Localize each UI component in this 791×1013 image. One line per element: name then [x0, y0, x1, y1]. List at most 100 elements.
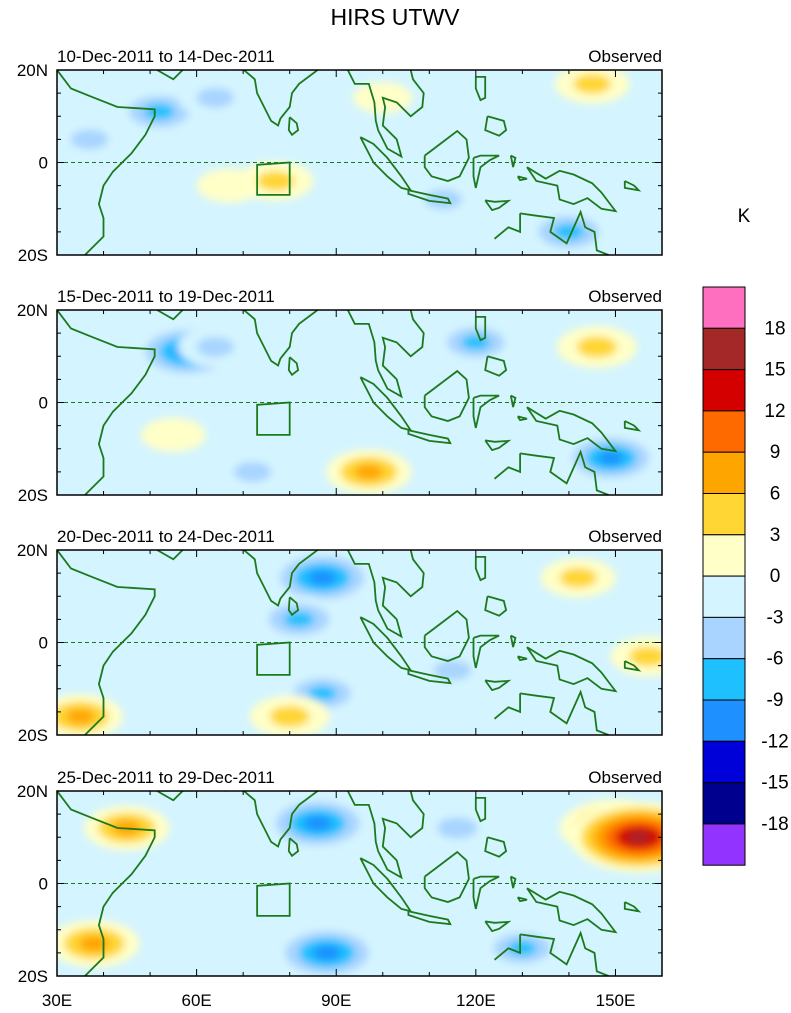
coastlines	[57, 550, 642, 735]
lon-label: 150E	[596, 991, 636, 1010]
anomaly-region	[196, 87, 235, 108]
colorbar-label: -9	[767, 690, 784, 711]
anomaly-region	[269, 705, 310, 728]
coastline	[224, 70, 319, 127]
colorbar-swatch	[702, 782, 746, 825]
coastline	[623, 420, 642, 432]
colorbar-swatch	[702, 740, 746, 784]
colorbar-label: 9	[770, 442, 781, 463]
colorbar-swatch	[702, 823, 746, 866]
coastline	[519, 449, 609, 495]
colorbar-swatch	[702, 699, 746, 742]
lon-label: 60E	[181, 991, 211, 1010]
lon-label: 90E	[321, 991, 351, 1010]
coastline	[484, 595, 508, 617]
map-panels: 10-Dec-2011 to 14-Dec-2011 Observed20N020…	[17, 47, 663, 986]
coastline	[57, 310, 156, 495]
coastline	[472, 875, 500, 910]
anomaly-field	[57, 70, 662, 255]
anomaly-region	[573, 73, 611, 94]
coastline	[472, 634, 500, 669]
study-box	[256, 401, 291, 436]
coastline	[516, 175, 528, 182]
coastline	[224, 310, 319, 367]
anomaly-region	[308, 685, 337, 701]
panel-label: Observed	[588, 527, 662, 546]
coastline	[516, 655, 528, 662]
anomaly-region	[70, 129, 109, 150]
panel-period: 25-Dec-2011 to 29-Dec-2011	[57, 768, 275, 787]
colorbar: K 18 15 12 9 6 3 0 -3 -6 -9 -12 -15 -18	[702, 206, 789, 866]
coastline	[509, 154, 517, 168]
anomaly-region	[66, 709, 95, 724]
anomaly-field	[57, 310, 662, 495]
colorbar-boxes: 18 15 12 9 6 3 0 -3 -6 -9 -12 -15 -18	[702, 286, 789, 866]
coastline	[474, 316, 487, 342]
coastline	[519, 930, 609, 976]
coastline	[407, 910, 452, 926]
map-panel-1: 10-Dec-2011 to 14-Dec-2011 Observed 20N 0 20…	[17, 47, 663, 265]
coastline	[340, 70, 425, 159]
coastlines	[57, 791, 642, 976]
coastline	[472, 394, 500, 429]
coastline	[493, 934, 521, 961]
colorbar-label: 12	[764, 401, 785, 422]
lat-label: 20N	[17, 301, 48, 320]
coastline	[423, 850, 470, 903]
coastline	[516, 896, 528, 903]
coastline	[509, 875, 517, 889]
colorbar-label: 6	[770, 484, 781, 505]
coastline	[57, 70, 156, 255]
lat-label: 20S	[18, 486, 48, 505]
colorbar-label: -15	[761, 773, 788, 794]
anomaly-region	[508, 940, 537, 956]
coastline	[340, 550, 425, 639]
coastline	[474, 556, 487, 582]
panel-label: Observed	[588, 287, 662, 306]
coastline	[519, 209, 609, 255]
coastline	[407, 189, 452, 205]
colorbar-swatch	[702, 493, 746, 536]
panel-label: Observed	[588, 768, 662, 787]
anomaly-region	[308, 570, 337, 585]
coastlines	[57, 70, 642, 255]
lat-label: 20S	[18, 246, 48, 265]
coastline	[493, 213, 521, 240]
anomaly-field	[57, 791, 662, 976]
coastline	[423, 609, 470, 662]
coastline	[484, 836, 508, 858]
coastline	[340, 791, 425, 880]
lat-label: 20S	[18, 967, 48, 986]
anomaly-field	[57, 550, 662, 735]
coastline	[526, 406, 618, 453]
anomaly-region	[437, 817, 478, 839]
map-panel-2: 15-Dec-2011 to 19-Dec-2011 Observed 20N 0 20…	[17, 287, 663, 505]
coastline	[224, 550, 319, 607]
coastline	[526, 166, 618, 213]
panel-period: 15-Dec-2011 to 19-Dec-2011	[57, 287, 275, 306]
lon-label: 30E	[42, 991, 72, 1010]
colorbar-label: 0	[770, 566, 781, 587]
lat-label: 0	[39, 154, 48, 173]
coastline	[484, 199, 512, 212]
colorbar-swatch	[702, 575, 746, 618]
coastline	[57, 791, 156, 976]
longitude-axis: 30E 60E 90E 120E 150E	[42, 991, 635, 1010]
coastline	[287, 596, 300, 617]
colorbar-swatch	[702, 410, 746, 453]
coastline	[484, 920, 512, 933]
coastline	[423, 129, 470, 182]
colorbar-swatch	[702, 616, 746, 660]
coastline	[472, 154, 500, 189]
coastline	[623, 901, 642, 913]
panel-label: Observed	[588, 47, 662, 66]
coastline	[423, 369, 470, 422]
coastlines	[57, 310, 642, 495]
study-box	[256, 882, 291, 917]
coastline	[474, 76, 487, 102]
coastline	[623, 180, 642, 192]
coastline	[519, 689, 609, 735]
lon-label: 120E	[456, 991, 496, 1010]
anomaly-region	[140, 417, 206, 453]
